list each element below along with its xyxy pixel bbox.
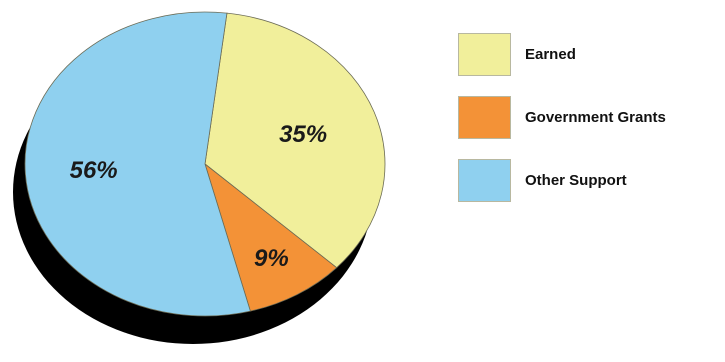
legend-swatch bbox=[458, 96, 511, 139]
pie-slices bbox=[24, 11, 386, 317]
legend-label: Earned bbox=[525, 46, 576, 63]
slice-value-label-other-support: 56% bbox=[70, 157, 118, 184]
legend-item-government-grants: Government Grants bbox=[458, 96, 666, 139]
pie-slice-other-support bbox=[24, 11, 251, 317]
legend-label: Government Grants bbox=[525, 109, 666, 126]
legend-label: Other Support bbox=[525, 172, 627, 189]
legend-item-other-support: Other Support bbox=[458, 159, 666, 202]
legend-swatch bbox=[458, 159, 511, 202]
pie-slice-government-grants bbox=[204, 162, 338, 312]
pie-value-labels: 35% 9% 56% bbox=[70, 121, 328, 272]
legend-swatch bbox=[458, 33, 511, 76]
legend-item-earned: Earned bbox=[458, 33, 666, 76]
pie-chart: 35% 9% 56% bbox=[13, 11, 386, 344]
slice-value-label-earned: 35% bbox=[279, 121, 327, 148]
legend: Earned Government Grants Other Support bbox=[458, 33, 666, 222]
pie-slice-earned bbox=[204, 12, 386, 269]
slice-value-label-government-grants: 9% bbox=[254, 245, 289, 272]
